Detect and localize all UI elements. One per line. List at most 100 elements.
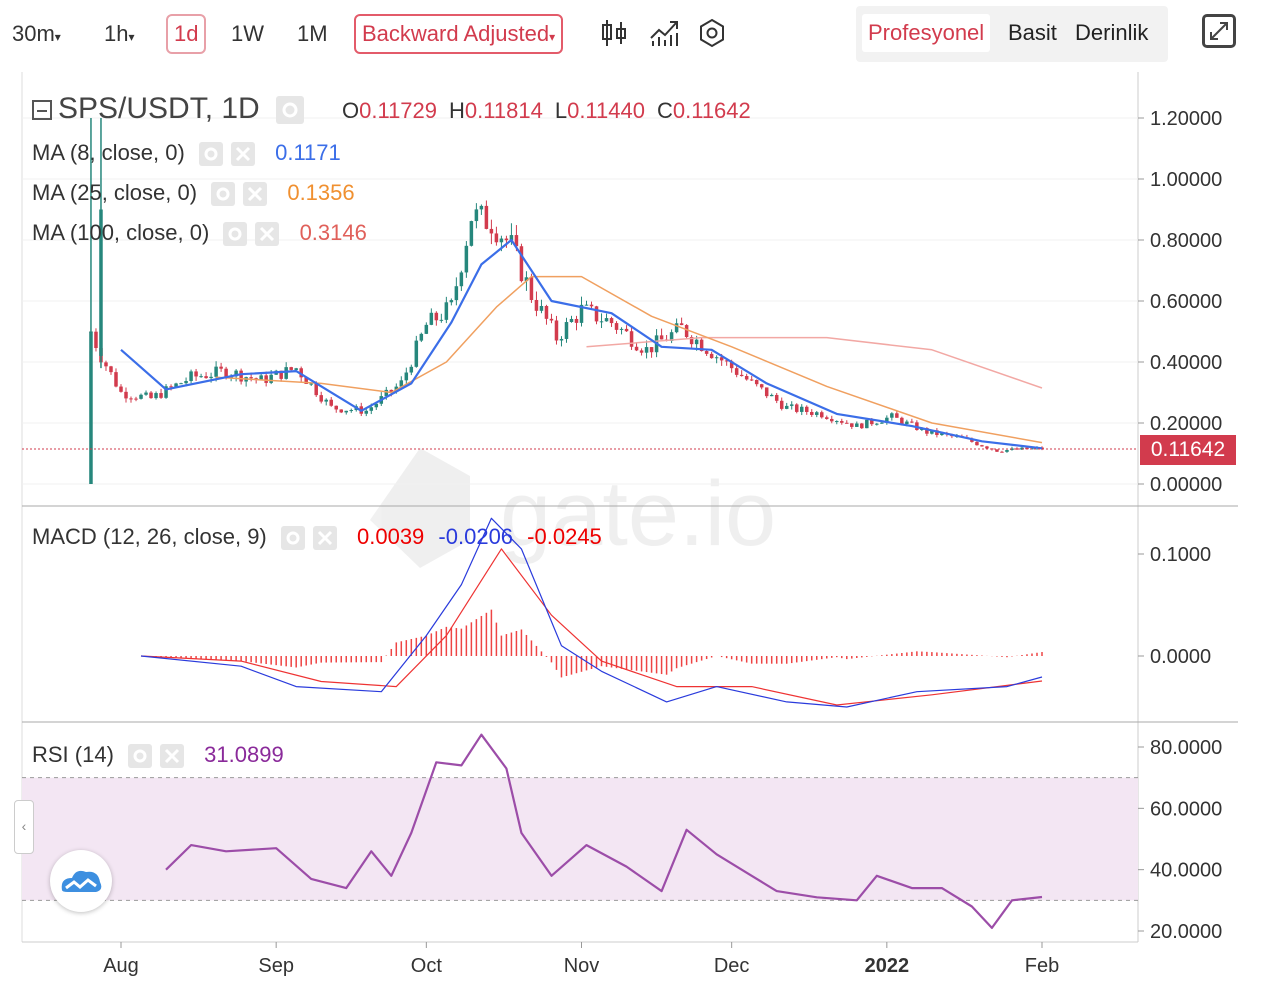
axes-group: 0.00000 0.20000 0.40000 0.60000 0.80000 1.000… [103,108,1222,977]
symbol-title: SPS/USDT, 1D [32,92,305,126]
rsi-settings-icon[interactable] [128,744,153,769]
watermark-text: gate.io [500,463,776,565]
candle-body [1020,447,1024,450]
candle-body [875,423,879,425]
macd-settings-icon[interactable] [280,526,305,551]
candle-body [784,405,789,409]
ma25-line [216,275,1043,444]
candle-body [1000,451,1004,453]
macd-signal-line [140,548,1043,706]
mode-basit-tab[interactable]: Basit [1008,20,1057,45]
candle-body [1015,448,1019,450]
interval-1w-button[interactable]: 1W [231,21,264,46]
ma100-settings-icon[interactable] [223,222,248,247]
candle-body [774,394,779,401]
candle-body [995,449,999,452]
candle-body [339,409,343,413]
candle-body [719,357,724,361]
candle-body [124,391,128,399]
candle-body [224,368,228,378]
view-mode-group: Profesyonel Basit Derinlik [856,6,1168,62]
expand-icon[interactable] [1202,14,1236,48]
candle-body [414,340,419,367]
ma100-close-icon[interactable] [255,222,280,247]
collapse-box-icon[interactable] [32,100,52,121]
interval-1h-button[interactable]: 1h▾ [104,21,135,46]
gate-watermark: gate.io [370,448,776,568]
side-collapse-button[interactable]: ‹ [14,800,34,854]
listing-candle-body [99,209,103,356]
adjust-dropdown[interactable]: Backward Adjusted▾ [354,14,564,54]
candle-body [759,384,764,388]
candle-body [509,235,514,241]
candle-body [199,376,203,378]
rsi-value: 31.0899 [204,742,284,767]
mode-profesyonel-tab[interactable]: Profesyonel [862,14,991,52]
time-tick-label: Aug [103,955,139,977]
candle-body [845,422,849,424]
ma25-close-icon[interactable] [243,182,268,207]
indicators-icon[interactable] [648,16,682,50]
candle-body [794,404,799,412]
candle-body [835,421,839,423]
candle-style-icon[interactable] [597,16,631,50]
candle-body [980,445,984,447]
macd-legend: MACD (12, 26, close, 9) 0.0039 -0.0206 -… [32,524,602,551]
candle-body [384,389,389,397]
candle-body [294,368,298,370]
mode-derinlik-tab[interactable]: Derinlik [1075,20,1149,45]
candle-body [204,376,208,379]
candle-body [254,378,258,380]
open-value: 0.11729 [359,98,438,123]
symbol-settings-icon[interactable] [276,96,305,125]
candle-body [264,375,268,383]
candle-body [304,377,308,384]
candle-body [820,412,824,418]
candle-body [769,394,774,397]
candle-body [109,366,113,373]
candle-body [609,318,614,324]
macd-close-icon[interactable] [312,526,337,551]
candle-body [870,419,874,425]
time-tick-label: Nov [564,955,600,977]
candle-body [895,413,899,418]
ma8-close-icon[interactable] [230,142,255,167]
candle-body [344,410,348,413]
ma25-settings-icon[interactable] [211,182,236,207]
settings-icon[interactable] [695,16,729,50]
cloud-icon[interactable] [50,850,112,912]
candle-body [925,428,929,434]
candle-body [574,318,579,323]
rsi-group [165,733,1043,930]
interval-30m-button[interactable]: 30m▾ [12,21,61,46]
candle-body [865,419,869,429]
candle-body [139,394,143,399]
candle-body [539,305,544,311]
ma8-value: 0.1171 [275,140,341,165]
candle-body [319,395,323,402]
chart-toolbar: 30m▾ 1h▾ 1d 1W 1M Backward Adjusted▾ Pro… [0,0,1266,70]
rsi-band-group [22,777,1138,901]
candle-body [239,370,243,382]
ma8-settings-icon[interactable] [198,142,223,167]
candle-body [349,410,354,412]
candle-body [479,205,484,210]
candle-body [309,383,313,385]
candle-body [484,205,489,229]
candle-body [249,377,253,379]
candle-body [579,304,584,323]
ohlc-readout: O0.11729 H0.11814 L0.11440 C0.11642 [342,98,751,123]
interval-1m-button[interactable]: 1M [297,21,328,46]
candle-body [334,405,338,410]
candle-body [134,398,138,400]
candle-body [514,235,519,247]
candle-body [749,379,754,381]
candle-body [975,441,979,446]
interval-1d-button[interactable]: 1d [166,14,207,54]
candle-body [329,399,333,406]
macd-signal-value: -0.0245 [527,524,602,549]
candle-body [584,304,589,306]
rsi-close-icon[interactable] [160,744,185,769]
candle-body [499,238,504,243]
